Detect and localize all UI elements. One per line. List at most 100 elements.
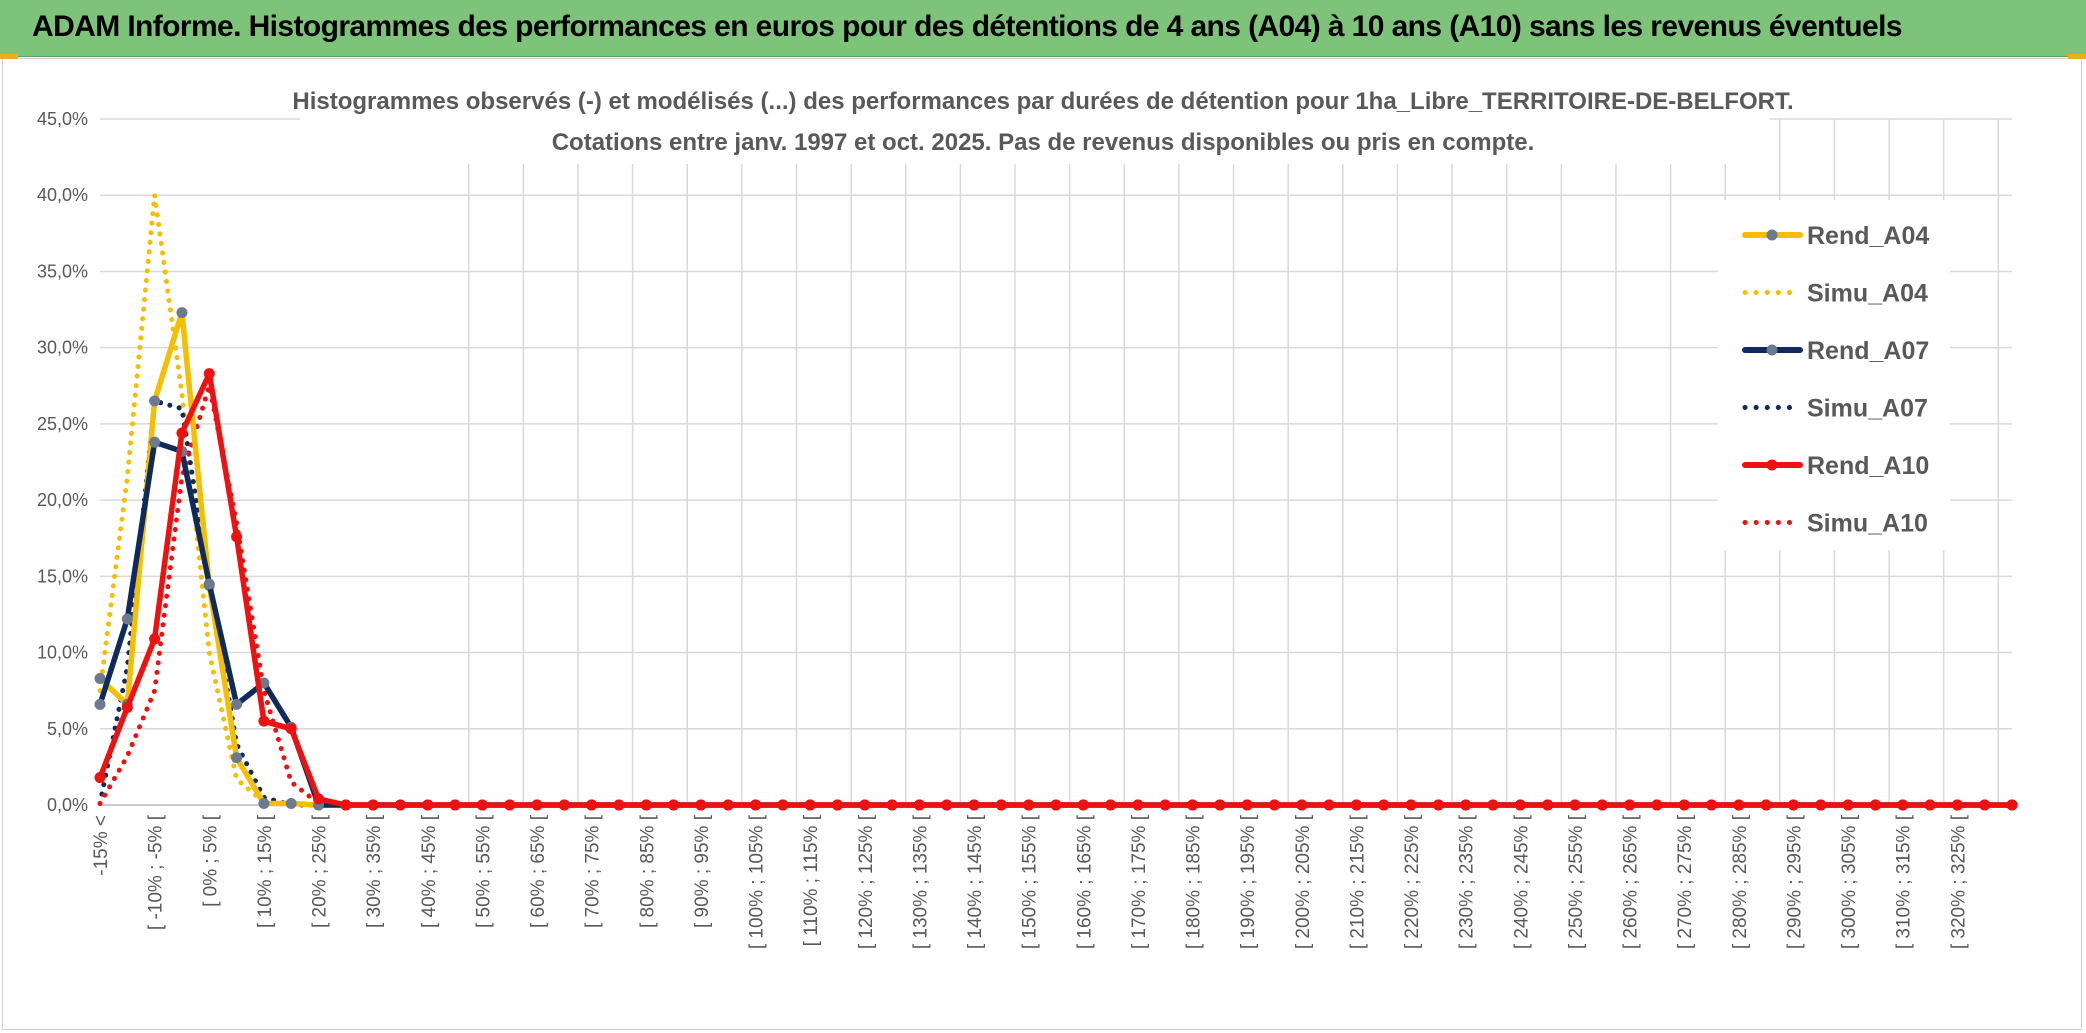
data-point: [203, 578, 215, 590]
x-tick-label: [ -10% ; -5% [: [146, 814, 167, 930]
data-point: [149, 395, 161, 407]
series-line-simu-a10: [97, 383, 321, 806]
x-tick-label: [ 80% ; 85% [: [637, 814, 658, 928]
data-point: [722, 799, 734, 811]
y-tick-label: 35,0%: [37, 261, 88, 281]
data-point: [1296, 799, 1308, 811]
data-point: [449, 799, 461, 811]
y-tick-label: 10,0%: [37, 643, 88, 663]
data-point: [1787, 799, 1799, 811]
data-point: [176, 427, 188, 439]
data-point: [313, 793, 325, 805]
x-tick-label: [ 150% ; 155% [: [1020, 814, 1041, 949]
data-point: [1569, 799, 1581, 811]
legend-item: Rend_A10: [1742, 452, 1929, 480]
x-tick-label: [ 180% ; 185% [: [1184, 814, 1205, 949]
data-point: [1815, 799, 1827, 811]
data-point: [695, 799, 707, 811]
legend-label: Rend_A04: [1807, 222, 1929, 250]
data-point: [1432, 799, 1444, 811]
data-point: [1187, 799, 1199, 811]
data-point: [394, 799, 406, 811]
data-point: [1023, 799, 1035, 811]
x-tick-label: [ 50% ; 55% [: [473, 814, 494, 928]
data-point: [149, 633, 161, 645]
data-point: [2006, 799, 2018, 811]
data-point: [968, 799, 980, 811]
x-tick-label: [ 0% ; 5% [: [200, 814, 221, 907]
data-point: [476, 799, 488, 811]
x-tick-label: [ 190% ; 195% [: [1238, 814, 1259, 949]
report-banner: ADAM Informe. Histogrammes des performan…: [0, 0, 2086, 57]
legend-marker: [1766, 459, 1778, 471]
x-tick-label: [ 250% ; 255% [: [1566, 814, 1587, 949]
x-tick-label: -15% <: [91, 815, 112, 876]
data-point: [1733, 799, 1745, 811]
data-point: [750, 799, 762, 811]
y-tick-label: 5,0%: [47, 719, 88, 739]
data-point: [1542, 799, 1554, 811]
data-point: [831, 799, 843, 811]
x-tick-label: [ 320% ; 325% [: [1948, 814, 1969, 949]
data-point: [1678, 799, 1690, 811]
data-point: [1651, 799, 1663, 811]
data-point: [995, 799, 1007, 811]
data-point: [1596, 799, 1608, 811]
data-point: [422, 799, 434, 811]
y-tick-label: 40,0%: [37, 185, 88, 205]
data-point: [613, 799, 625, 811]
data-point: [941, 799, 953, 811]
x-tick-label: [ 10% ; 15% [: [255, 814, 276, 928]
x-tick-label: [ 240% ; 245% [: [1511, 814, 1532, 949]
data-point: [531, 799, 543, 811]
y-tick-label: 0,0%: [47, 795, 88, 815]
data-point: [1350, 799, 1362, 811]
data-point: [1050, 799, 1062, 811]
data-point: [231, 531, 243, 543]
corner-marker: [0, 54, 18, 59]
data-point: [121, 701, 133, 713]
data-point: [1241, 799, 1253, 811]
x-tick-label: [ 220% ; 225% [: [1402, 814, 1423, 949]
data-point: [1159, 799, 1171, 811]
data-point: [668, 799, 680, 811]
x-tick-label: [ 130% ; 135% [: [910, 814, 931, 949]
x-tick-label: [ 30% ; 35% [: [364, 814, 385, 928]
x-tick-label: [ 60% ; 65% [: [528, 814, 549, 928]
y-tick-label: 15,0%: [37, 566, 88, 586]
legend-label: Simu_A04: [1807, 280, 1928, 308]
data-point: [1869, 799, 1881, 811]
x-tick-label: [ 210% ; 215% [: [1347, 814, 1368, 949]
data-point: [1405, 799, 1417, 811]
data-point: [285, 797, 297, 809]
data-point: [1979, 799, 1991, 811]
data-point: [1951, 799, 1963, 811]
data-point: [1378, 799, 1390, 811]
data-point: [258, 715, 270, 727]
data-point: [1460, 799, 1472, 811]
data-point: [121, 613, 133, 625]
data-point: [1624, 799, 1636, 811]
data-point: [231, 752, 243, 764]
data-point: [886, 799, 898, 811]
data-point: [231, 698, 243, 710]
legend-item: Rend_A07: [1742, 337, 1929, 365]
data-point: [640, 799, 652, 811]
data-point: [367, 799, 379, 811]
x-tick-label: [ 290% ; 295% [: [1784, 814, 1805, 949]
x-tick-label: [ 280% ; 285% [: [1730, 814, 1751, 949]
x-tick-label: [ 260% ; 265% [: [1621, 814, 1642, 949]
data-point: [504, 799, 516, 811]
data-point: [176, 307, 188, 319]
y-tick-label: 30,0%: [37, 338, 88, 358]
data-point: [1269, 799, 1281, 811]
legend-background: [1718, 200, 1950, 550]
x-tick-label: [ 100% ; 105% [: [747, 814, 768, 949]
data-point: [1897, 799, 1909, 811]
x-tick-label: [ 300% ; 305% [: [1839, 814, 1860, 949]
legend-label: Simu_A07: [1807, 395, 1928, 423]
data-point: [913, 799, 925, 811]
legend-item: Rend_A04: [1742, 222, 1929, 250]
x-tick-label: [ 110% ; 115% [: [801, 814, 822, 946]
